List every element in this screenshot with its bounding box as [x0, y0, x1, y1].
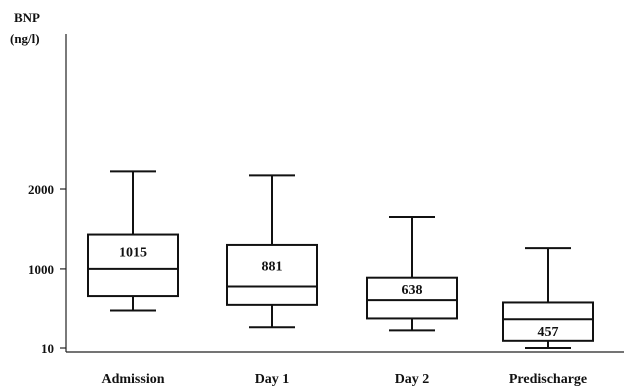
- x-category-label: Day 2: [395, 372, 430, 387]
- box-series: 1015 881 638 457: [87, 170, 594, 350]
- y-tick-label: 1000: [28, 262, 54, 277]
- data-label: 638: [402, 283, 423, 298]
- y-tick-labels: 10 1000 2000: [28, 182, 66, 356]
- iqr-box: [366, 276, 458, 320]
- iqr-box: [87, 233, 179, 298]
- iqr-box: [226, 243, 318, 306]
- x-category-label: Predischarge: [509, 372, 587, 387]
- y-tick-label: 2000: [28, 182, 54, 197]
- iqr-box: [502, 301, 594, 342]
- x-category-label: Admission: [101, 372, 164, 387]
- box-group: 881: [226, 174, 318, 329]
- box-group: 638: [366, 215, 458, 332]
- box-group: 457: [502, 247, 594, 350]
- data-label: 457: [538, 325, 559, 340]
- y-axis-label-line1: BNP: [14, 10, 40, 25]
- y-tick-label: 10: [41, 341, 54, 356]
- box-group: 1015: [87, 170, 179, 312]
- x-category-label: Day 1: [255, 372, 290, 387]
- data-label: 881: [262, 260, 283, 275]
- data-label: 1015: [119, 246, 147, 261]
- y-axis-label-line2: (ng/l): [10, 31, 40, 46]
- x-category-labels: Admission Day 1 Day 2 Predischarge: [101, 372, 587, 387]
